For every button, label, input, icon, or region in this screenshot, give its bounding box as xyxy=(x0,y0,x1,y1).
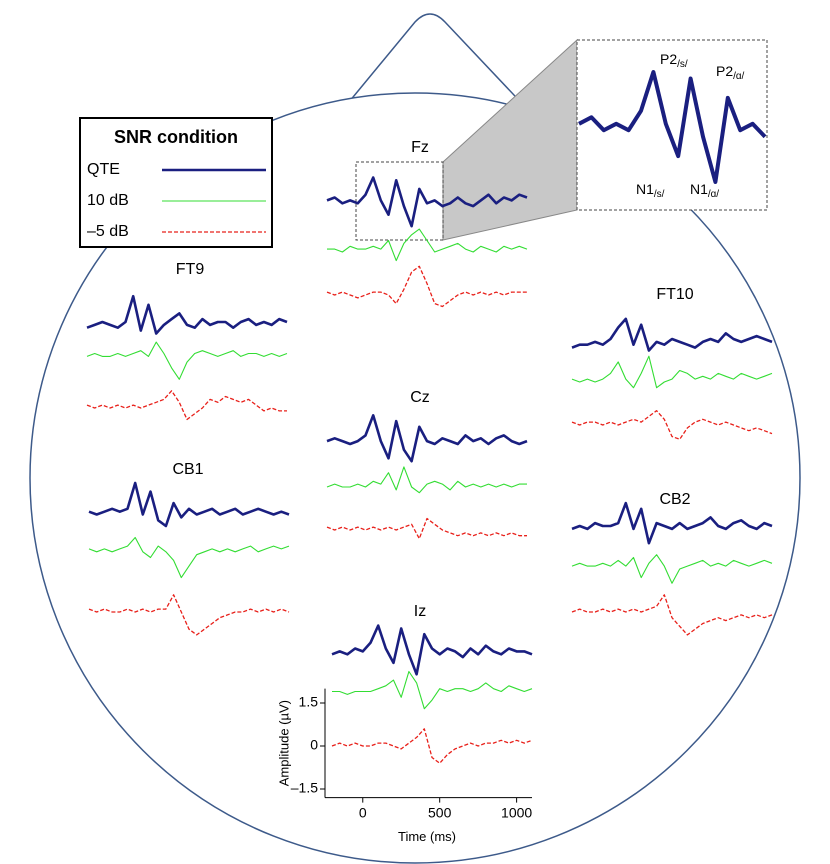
panel-title: Iz xyxy=(414,603,426,620)
panel-title: CB2 xyxy=(659,491,690,508)
y-tick-label: 1.5 xyxy=(299,694,319,710)
legend-title: SNR condition xyxy=(114,127,238,147)
panel-title: FT10 xyxy=(656,286,693,303)
inset-label-main: P2 xyxy=(660,51,677,67)
y-axis-label: Amplitude (µV) xyxy=(276,700,291,786)
inset-label-main: N1 xyxy=(690,181,708,197)
inset-label-main: N1 xyxy=(636,181,654,197)
inset-label-sub: /ɑ/ xyxy=(708,189,719,200)
inset-label-sub: /s/ xyxy=(677,59,688,70)
x-tick-label: 0 xyxy=(359,804,367,820)
panel-title: CB1 xyxy=(172,461,203,478)
panel-title: Cz xyxy=(410,389,430,406)
legend-label: 10 dB xyxy=(87,192,129,209)
panel-title: FT9 xyxy=(176,261,205,278)
inset-label-sub: /ɑ/ xyxy=(733,71,744,82)
x-tick-label: 1000 xyxy=(501,804,532,820)
inset-label-main: P2 xyxy=(716,63,733,79)
legend-label: –5 dB xyxy=(87,223,129,240)
panel-title: Fz xyxy=(411,139,429,156)
figure: SNR condition QTE 10 dB –5 dB Fz FT9 FT10 Cz CB… xyxy=(0,0,830,864)
inset-label-sub: /s/ xyxy=(654,189,665,200)
x-axis-label: Time (ms) xyxy=(398,829,456,844)
x-tick-label: 500 xyxy=(428,804,452,820)
legend-label: QTE xyxy=(87,161,120,178)
y-tick-label: –1.5 xyxy=(291,780,318,796)
y-tick-label: 0 xyxy=(310,737,318,753)
